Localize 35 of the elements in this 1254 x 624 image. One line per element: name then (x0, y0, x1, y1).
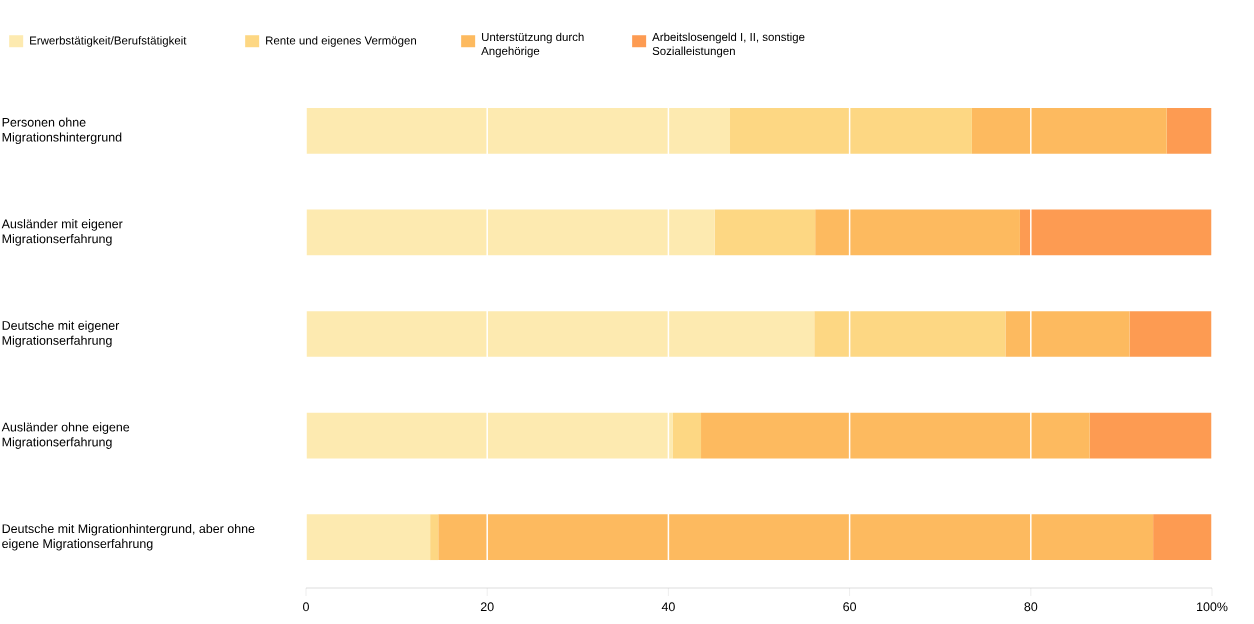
x-tick-label: 60 (843, 602, 857, 612)
x-tick-label: 80 (1024, 602, 1038, 612)
bar (701, 412, 1090, 459)
bar (438, 514, 1154, 561)
x-tick-label: 20 (480, 602, 494, 612)
bar (814, 311, 1006, 357)
legend-label: Arbeitslosengeld I, II, sonstige Sozialleistungen (652, 32, 805, 58)
x-tick-label: 100% (1197, 602, 1228, 612)
bar (672, 412, 702, 459)
x-tick-label: 0 (303, 602, 309, 612)
y-tick-label: Deutsche mit Migrationhintergrund, aber ohne eigene Migrationserfahrung (2, 523, 255, 551)
bar (306, 107, 731, 154)
bar (730, 107, 972, 154)
x-tick-label: 40 (661, 602, 675, 612)
bar (306, 311, 815, 357)
bar (1089, 412, 1213, 459)
bar (714, 209, 816, 256)
bar (306, 412, 673, 459)
bar (1166, 107, 1213, 154)
bar (306, 209, 715, 256)
bar (1153, 514, 1213, 561)
y-tick-label: Ausländer ohne eigene Migrationserfahrung (1, 422, 130, 449)
bar (1005, 311, 1130, 357)
bar (306, 514, 431, 561)
bar (430, 514, 439, 561)
legend-label: Erwerbstätigkeit/Berufstätigkeit (30, 36, 187, 47)
bar (971, 107, 1167, 154)
y-tick-label: Ausländer mit eigener Migrationserfahrung (1, 219, 123, 246)
y-tick-label: Personen ohne Migrationshintergrund (2, 117, 122, 145)
bar (1129, 311, 1213, 357)
bar (1019, 209, 1213, 256)
legend-label: Rente und eigenes Vermögen (266, 36, 416, 47)
bar (815, 209, 1020, 256)
y-tick-label: Deutsche mit eigener Migrationserfahrung (2, 320, 120, 348)
legend-label: Unterstützung durch Angehörige (481, 32, 584, 58)
